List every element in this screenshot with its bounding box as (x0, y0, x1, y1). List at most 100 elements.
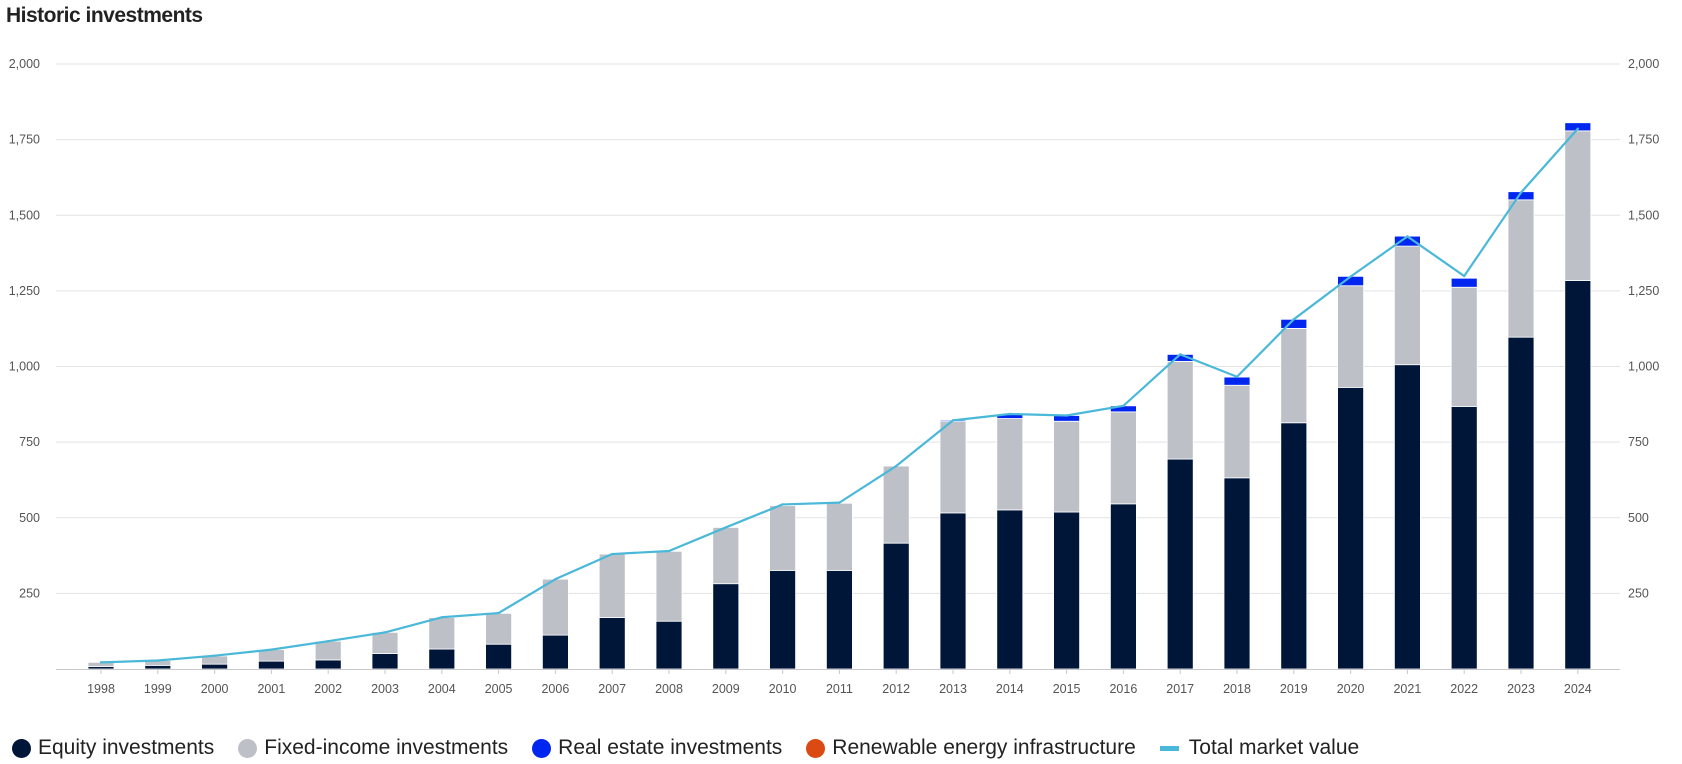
total-market-value-point-2018[interactable] (1235, 375, 1239, 378)
x-tick-label: 2013 (939, 682, 967, 696)
bar-equity-investments-1999[interactable] (144, 664, 172, 670)
total-market-value-point-2019[interactable] (1292, 318, 1296, 321)
total-market-value-point-2013[interactable] (951, 419, 955, 422)
y-tick-label-right: 250 (1628, 586, 1649, 600)
bar-real-estate-investments-2018[interactable] (1223, 376, 1251, 386)
bar-equity-investments-2008[interactable] (655, 620, 683, 670)
legend-item-renewable-energy-infrastructure[interactable]: Renewable energy infrastructure (806, 736, 1136, 760)
bar-fixed-income-investments-2006[interactable] (542, 578, 569, 636)
total-market-value-point-2023[interactable] (1519, 191, 1523, 194)
bar-equity-investments-2001[interactable] (257, 660, 285, 670)
bar-equity-investments-2021[interactable] (1394, 364, 1421, 670)
bar-fixed-income-investments-2014[interactable] (996, 418, 1024, 511)
legend-label: Renewable energy infrastructure (832, 736, 1136, 759)
bar-equity-investments-2002[interactable] (314, 659, 342, 670)
bar-fixed-income-investments-2005[interactable] (485, 612, 513, 645)
x-tick-label: 2008 (655, 682, 683, 696)
x-tick-label: 2016 (1109, 682, 1137, 696)
total-market-value-point-2001[interactable] (270, 648, 273, 651)
total-market-value-point-2006[interactable] (554, 577, 557, 581)
bar-fixed-income-investments-2009[interactable] (712, 527, 740, 585)
bar-equity-investments-2005[interactable] (485, 643, 513, 670)
total-market-value-point-2003[interactable] (383, 631, 387, 634)
bar-equity-investments-2015[interactable] (1053, 511, 1080, 670)
bar-fixed-income-investments-2018[interactable] (1223, 384, 1251, 479)
chart-plot: 2,000 2,000 1,750 1,750 1,500 1,500 1,250 1,250… (9, 57, 1660, 696)
bar-fixed-income-investments-2022[interactable] (1450, 286, 1478, 407)
bar-fixed-income-investments-2008[interactable] (655, 550, 683, 622)
bar-equity-investments-2016[interactable] (1110, 503, 1137, 670)
legend-item-total-market-value[interactable]: Total market value (1159, 736, 1359, 760)
bar-fixed-income-investments-2019[interactable] (1280, 327, 1308, 424)
bar-equity-investments-2014[interactable] (996, 509, 1024, 670)
bar-equity-investments-2000[interactable] (201, 663, 229, 670)
bar-equity-investments-2024[interactable] (1564, 280, 1592, 670)
bar-equity-investments-2022[interactable] (1450, 406, 1478, 670)
bar-equity-investments-2006[interactable] (542, 634, 569, 670)
bar-equity-investments-2011[interactable] (826, 569, 853, 670)
total-market-value-point-2010[interactable] (781, 503, 784, 506)
bar-equity-investments-2007[interactable] (598, 617, 626, 670)
total-market-value-point-2000[interactable] (213, 654, 216, 657)
legend-item-fixed-income-investments[interactable]: Fixed-income investments (238, 736, 508, 760)
bar-fixed-income-investments-2011[interactable] (826, 502, 853, 571)
total-market-value-point-2014[interactable] (1008, 412, 1011, 416)
bar-equity-investments-2004[interactable] (428, 648, 456, 670)
bar-equity-investments-2023[interactable] (1507, 336, 1535, 670)
total-market-value-point-2020[interactable] (1349, 275, 1352, 278)
total-market-value-point-2008[interactable] (667, 549, 671, 553)
bar-fixed-income-investments-2021[interactable] (1394, 245, 1421, 366)
legend-item-real-estate-investments[interactable]: Real estate investments (532, 736, 782, 760)
x-tick-label: 1999 (144, 682, 172, 696)
bar-fixed-income-investments-2016[interactable] (1110, 411, 1137, 505)
total-market-value-point-2009[interactable] (724, 526, 727, 529)
bar-equity-investments-2013[interactable] (939, 512, 967, 670)
total-market-value-point-2005[interactable] (497, 611, 500, 615)
bar-equity-investments-2010[interactable] (769, 569, 796, 670)
x-tick-label: 2012 (882, 682, 910, 696)
bar-fixed-income-investments-2010[interactable] (769, 505, 796, 571)
bar-equity-investments-2019[interactable] (1280, 422, 1308, 670)
y-tick-label-left: 1,750 (9, 133, 40, 147)
bar-equity-investments-2020[interactable] (1337, 386, 1364, 670)
bar-real-estate-investments-2022[interactable] (1450, 277, 1478, 288)
bar-fixed-income-investments-2003[interactable] (371, 631, 399, 654)
legend-dot-swatch (238, 738, 258, 758)
y-tick-label-right: 1,750 (1628, 133, 1659, 147)
total-market-value-point-2015[interactable] (1065, 414, 1068, 417)
x-tick-label: 2004 (428, 682, 456, 696)
total-market-value-point-2011[interactable] (838, 501, 841, 504)
total-market-value-point-2007[interactable] (611, 552, 614, 556)
bar-equity-investments-2017[interactable] (1166, 458, 1194, 670)
y-tick-label-right: 750 (1628, 435, 1649, 449)
bar-fixed-income-investments-2015[interactable] (1053, 420, 1080, 513)
total-market-value-point-2022[interactable] (1463, 274, 1466, 278)
bar-equity-investments-2009[interactable] (712, 583, 740, 670)
bar-equity-investments-2018[interactable] (1223, 477, 1251, 670)
y-tick-label-left: 500 (19, 511, 40, 525)
bar-fixed-income-investments-2013[interactable] (939, 421, 967, 514)
total-market-value-point-2017[interactable] (1179, 353, 1182, 356)
bar-renewable-energy-infrastructure-2024[interactable] (1564, 121, 1592, 124)
bar-fixed-income-investments-2024[interactable] (1564, 130, 1592, 281)
total-market-value-point-2024[interactable] (1576, 127, 1580, 130)
total-market-value-point-1999[interactable] (156, 659, 159, 662)
bar-fixed-income-investments-2004[interactable] (428, 617, 456, 650)
total-market-value-point-2016[interactable] (1122, 404, 1125, 408)
bar-fixed-income-investments-2002[interactable] (314, 640, 342, 661)
total-market-value-point-2012[interactable] (895, 464, 898, 468)
total-market-value-point-2004[interactable] (440, 616, 443, 619)
total-market-value-point-1998[interactable] (99, 661, 103, 664)
total-market-value-point-2021[interactable] (1406, 235, 1409, 238)
bar-fixed-income-investments-2012[interactable] (882, 465, 910, 544)
bar-fixed-income-investments-2020[interactable] (1337, 285, 1364, 388)
bar-fixed-income-investments-2017[interactable] (1166, 360, 1194, 460)
legend-item-equity-investments[interactable]: Equity investments (12, 736, 214, 760)
total-market-value-line (99, 127, 1580, 664)
bar-fixed-income-investments-2023[interactable] (1507, 199, 1535, 338)
bar-fixed-income-investments-2007[interactable] (598, 553, 626, 618)
total-market-value-point-2002[interactable] (327, 639, 330, 643)
bar-equity-investments-2003[interactable] (371, 653, 399, 670)
x-tick-label: 2007 (598, 682, 626, 696)
bar-equity-investments-2012[interactable] (882, 542, 910, 670)
